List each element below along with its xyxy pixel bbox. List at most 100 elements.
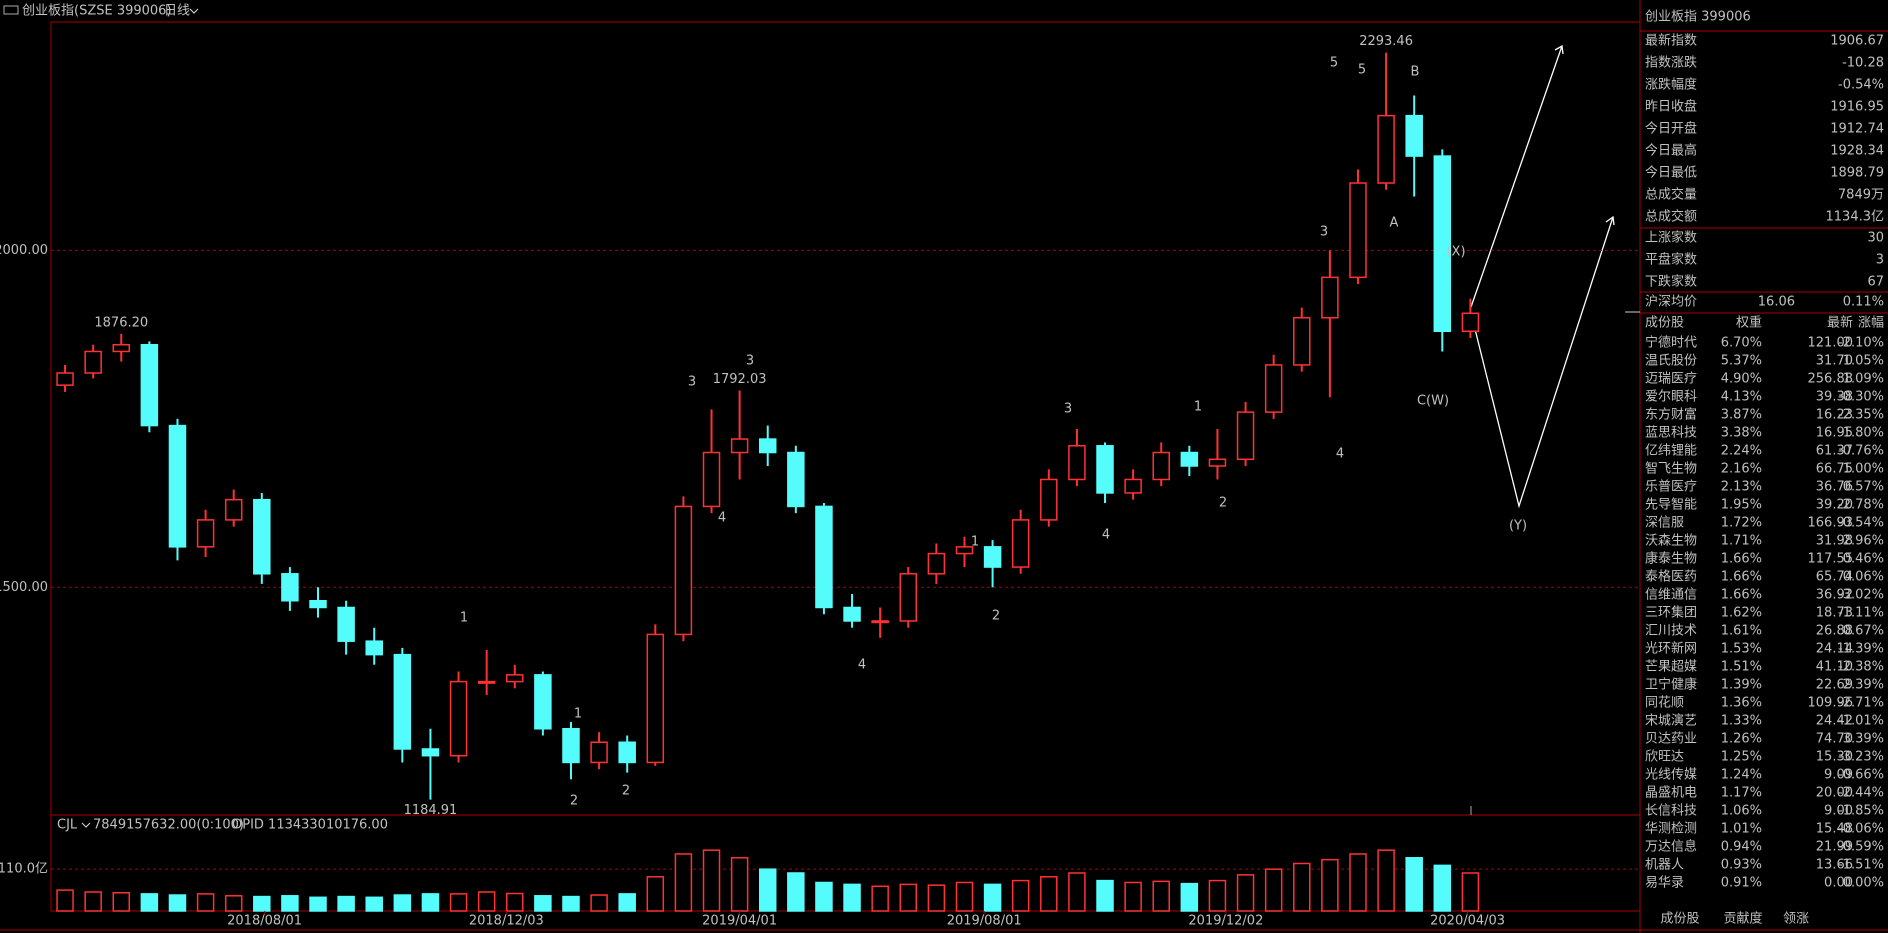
- table-header: 涨幅: [1858, 316, 1884, 331]
- volume-bar: [787, 872, 805, 912]
- candle-body: [534, 674, 552, 730]
- volume-bar: [1040, 876, 1058, 912]
- x-tick-label: 2019/04/01: [702, 914, 777, 929]
- stock-cell: 1.80%: [1843, 426, 1884, 441]
- wave-label: 5: [1358, 63, 1366, 78]
- quote-label: 指数涨跌: [1645, 55, 1697, 71]
- stock-cell: -1.51%: [1838, 858, 1884, 873]
- wave-label: C(W): [1417, 394, 1449, 409]
- stock-name[interactable]: 芒果超媒: [1645, 659, 1697, 675]
- arrow-line: [1470, 216, 1614, 509]
- stock-name[interactable]: 万达信息: [1645, 839, 1697, 855]
- panel-tab[interactable]: 领涨: [1783, 912, 1809, 927]
- volume-bar: [590, 894, 608, 912]
- stock-cell: 256.88: [1808, 372, 1854, 387]
- quote-label: 今日最高: [1645, 143, 1697, 159]
- candle-body: [702, 451, 721, 508]
- quote-label: 今日最低: [1645, 165, 1697, 181]
- volume-bar: [1264, 868, 1283, 912]
- stock-name[interactable]: 易华录: [1645, 876, 1684, 891]
- volume-bar: [196, 893, 215, 912]
- stock-name[interactable]: 乐普医疗: [1645, 480, 1697, 495]
- stock-name[interactable]: 东方财富: [1645, 407, 1697, 423]
- stock-cell: 15.30: [1816, 750, 1853, 765]
- stock-cell: 31.98: [1816, 534, 1853, 549]
- candle-body: [1096, 445, 1114, 494]
- stock-name[interactable]: 光线传媒: [1645, 768, 1697, 783]
- stock-cell: 3.39%: [1843, 732, 1884, 747]
- stock-name[interactable]: 光环新网: [1645, 641, 1697, 657]
- volume-bar: [562, 895, 580, 912]
- stock-cell: 41.10: [1816, 660, 1853, 675]
- stock-name[interactable]: 温氏股份: [1645, 354, 1697, 369]
- stock-name[interactable]: 晶盛机电: [1645, 786, 1697, 801]
- stock-cell: 36.76: [1816, 480, 1853, 495]
- panel-tab[interactable]: 贡献度: [1723, 911, 1762, 927]
- wave-label: 4: [1102, 528, 1110, 543]
- wave-label: A: [1390, 216, 1399, 231]
- candle-body: [253, 498, 271, 575]
- count-value: 67: [1867, 275, 1884, 290]
- stock-name[interactable]: 汇川技术: [1645, 624, 1697, 639]
- period-select[interactable]: 日线: [164, 4, 190, 19]
- stock-name[interactable]: 长信科技: [1645, 804, 1697, 819]
- y-tick-label: 110.0亿: [0, 862, 48, 877]
- stock-cell: 1.17%: [1721, 786, 1762, 801]
- candle-body: [1208, 458, 1227, 467]
- stock-name[interactable]: 同花顺: [1645, 695, 1684, 711]
- volume-bar: [1208, 879, 1227, 912]
- stock-cell: 2.13%: [1721, 480, 1762, 495]
- stock-cell: 0.57%: [1843, 480, 1884, 495]
- panel-tab[interactable]: 成份股: [1660, 912, 1699, 927]
- stock-name[interactable]: 华测检测: [1645, 822, 1697, 837]
- stock-name[interactable]: 贝达药业: [1645, 732, 1697, 747]
- quote-label: 最新指数: [1645, 33, 1697, 49]
- stock-name[interactable]: 泰格医药: [1645, 569, 1697, 585]
- x-tick-label: 2019/12/02: [1188, 914, 1263, 929]
- stock-name[interactable]: 爱尔眼科: [1645, 390, 1697, 405]
- stock-cell: 2.16%: [1721, 462, 1762, 477]
- candle-body: [899, 573, 918, 622]
- stock-cell: 117.55: [1808, 552, 1854, 567]
- volume-bar: [674, 853, 693, 912]
- stock-name[interactable]: 机器人: [1645, 858, 1684, 873]
- candle-body: [1068, 445, 1086, 481]
- stock-name[interactable]: 信维通信: [1645, 588, 1697, 603]
- stock-name[interactable]: 蓝思科技: [1645, 426, 1697, 441]
- candle-body: [1377, 114, 1395, 184]
- count-label: 平盘家数: [1645, 252, 1697, 268]
- stock-name[interactable]: 亿纬锂能: [1645, 444, 1697, 459]
- count-value: 3: [1876, 253, 1884, 268]
- stock-cell: 15.48: [1816, 822, 1853, 837]
- stock-name[interactable]: 先导智能: [1645, 498, 1697, 513]
- panel-title: 创业板指 399006: [1645, 10, 1751, 25]
- quote-value: 1898.79: [1830, 166, 1884, 181]
- stock-cell: 1.36%: [1721, 696, 1762, 711]
- stock-name[interactable]: 康泰生物: [1645, 551, 1697, 567]
- stock-name[interactable]: 宋城演艺: [1645, 713, 1697, 729]
- volume-bar: [1405, 857, 1423, 912]
- stock-name[interactable]: 智飞生物: [1645, 462, 1697, 477]
- indicator-name[interactable]: CJL: [57, 818, 78, 833]
- stock-cell: 61.37: [1816, 444, 1853, 459]
- stock-cell: 9.09: [1824, 768, 1853, 783]
- candle-body: [449, 680, 468, 757]
- stock-name[interactable]: 宁德时代: [1645, 335, 1697, 351]
- volume-bar: [365, 896, 383, 912]
- table-header: 成份股: [1645, 316, 1684, 331]
- stock-name[interactable]: 深信服: [1645, 516, 1684, 531]
- stock-cell: 1.33%: [1721, 714, 1762, 729]
- stock-name[interactable]: 欣旺达: [1645, 750, 1684, 765]
- volume-bar: [1068, 872, 1086, 912]
- arrow-head: [1554, 44, 1564, 55]
- stock-cell: 5.37%: [1721, 354, 1762, 369]
- stock-name[interactable]: 沃森生物: [1645, 534, 1697, 549]
- volume-bar: [1349, 853, 1367, 912]
- stock-name[interactable]: 三环集团: [1645, 605, 1697, 621]
- volume-bar: [871, 885, 889, 912]
- stock-name[interactable]: 迈瑞医疗: [1645, 372, 1697, 387]
- stock-name[interactable]: 卫宁健康: [1645, 677, 1697, 693]
- stock-cell: 20.00: [1816, 786, 1853, 801]
- stock-cell: 2.24%: [1721, 444, 1762, 459]
